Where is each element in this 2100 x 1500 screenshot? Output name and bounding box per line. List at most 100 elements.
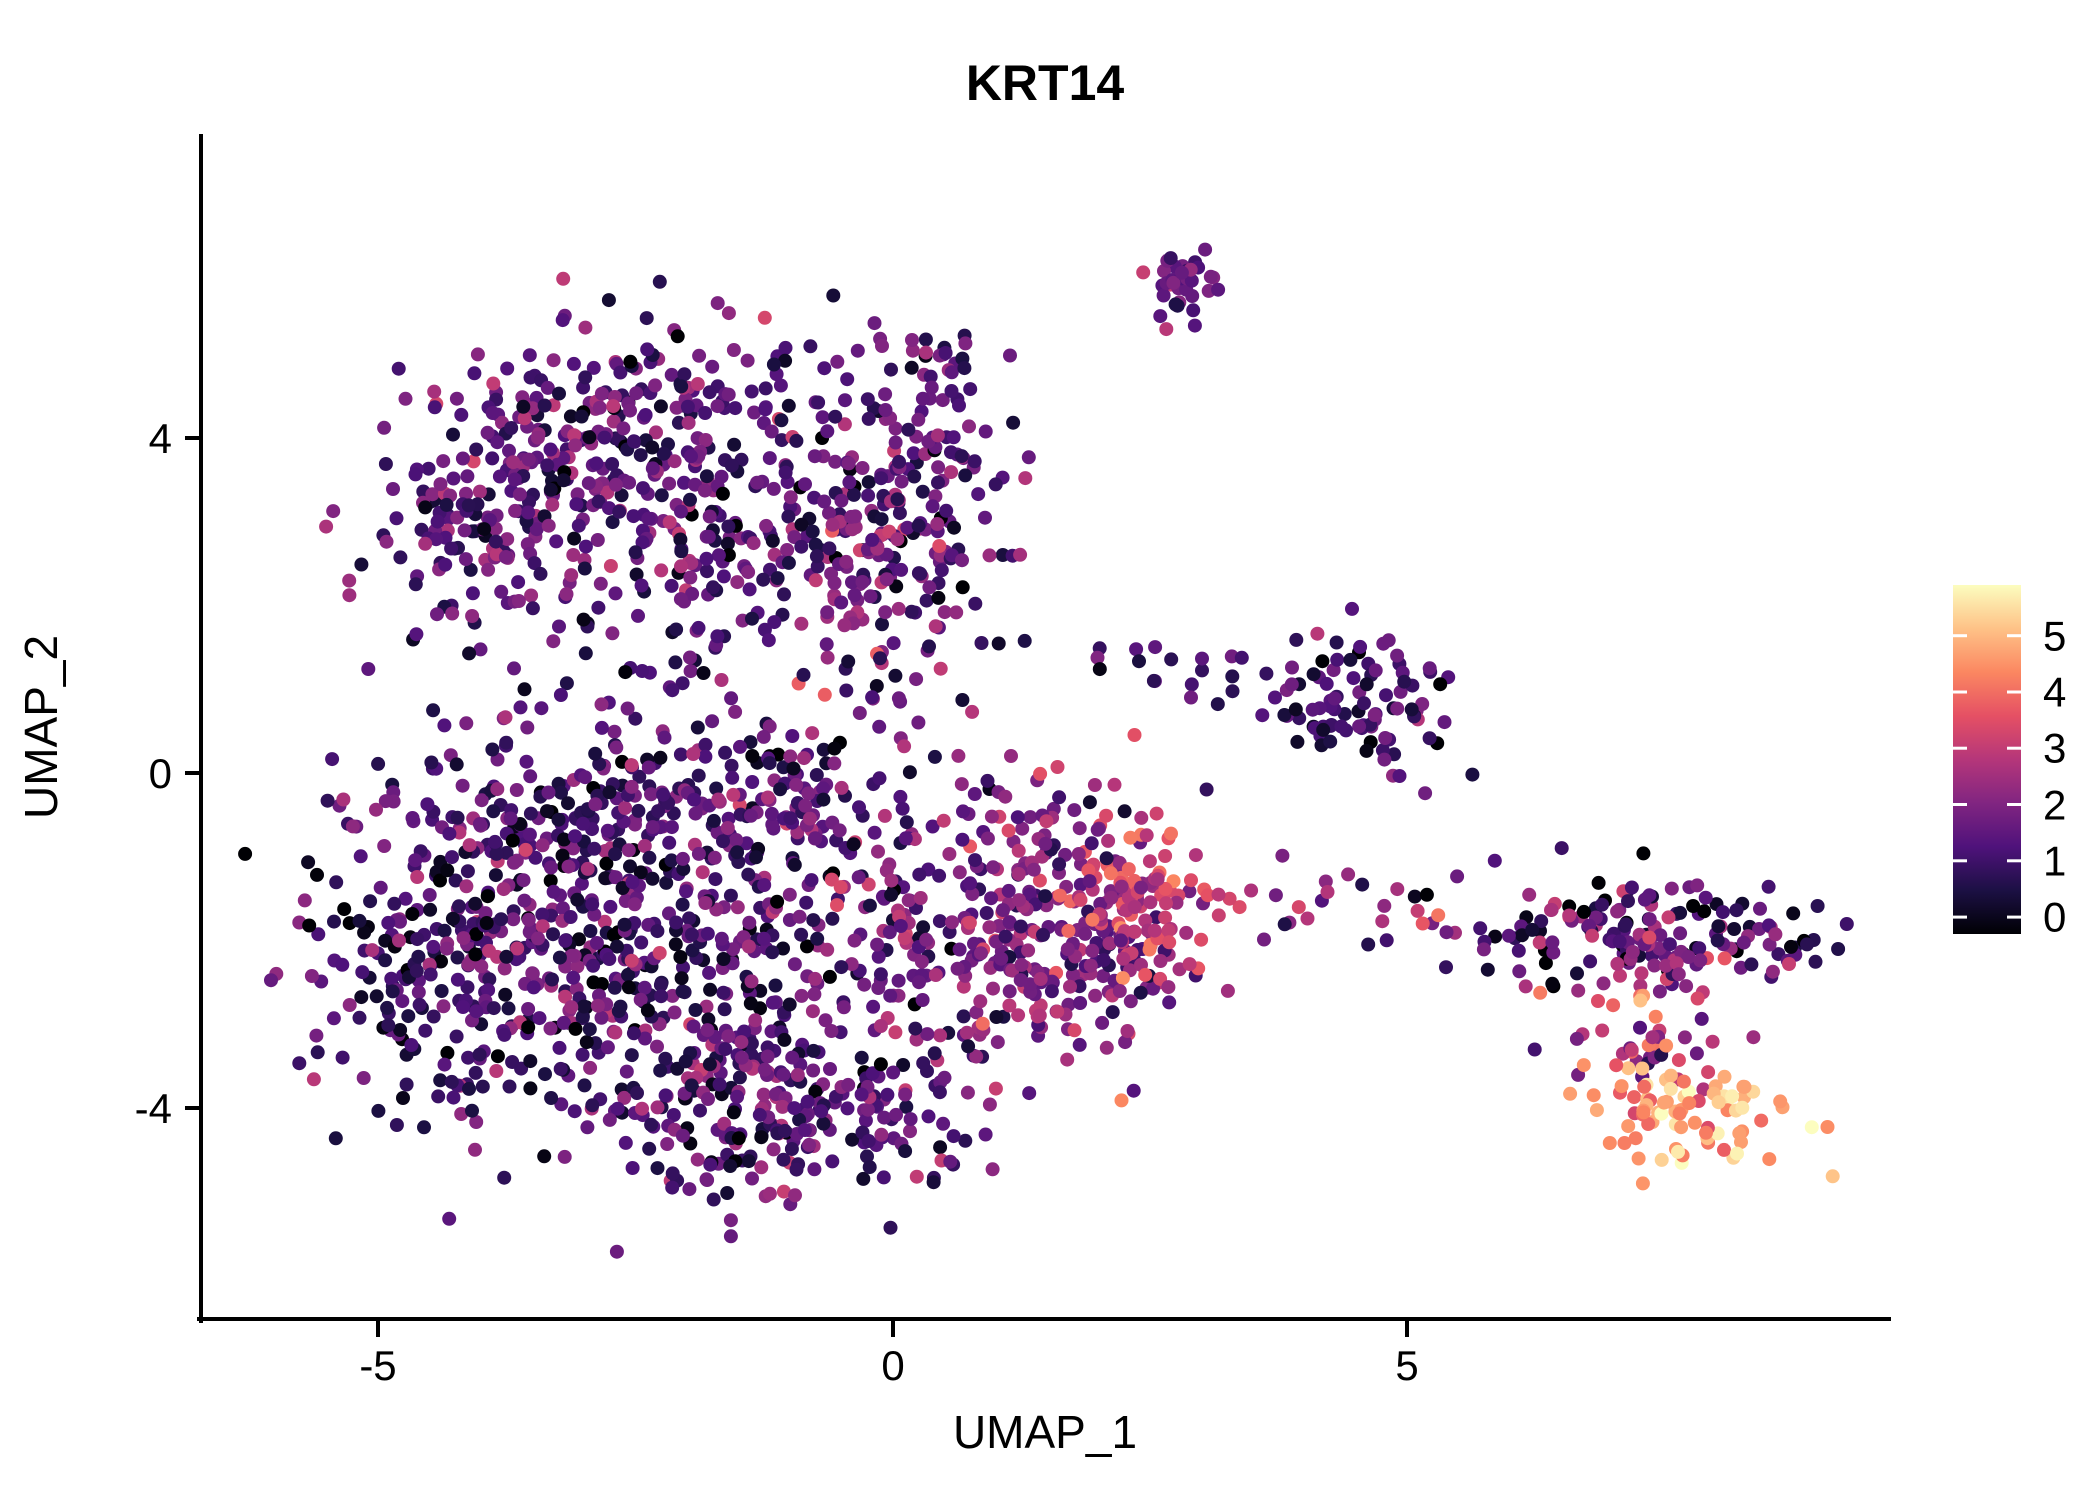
data-point bbox=[1839, 917, 1854, 931]
data-point bbox=[440, 863, 455, 878]
data-point bbox=[645, 820, 660, 835]
data-point bbox=[1306, 667, 1321, 682]
data-point bbox=[915, 484, 930, 499]
data-point bbox=[1158, 881, 1173, 896]
data-point bbox=[578, 539, 593, 554]
data-point bbox=[906, 446, 921, 461]
data-point bbox=[449, 391, 464, 406]
data-point bbox=[1473, 921, 1488, 936]
data-point bbox=[822, 541, 837, 556]
data-point bbox=[1323, 734, 1338, 749]
data-point bbox=[1289, 632, 1304, 647]
data-point bbox=[743, 996, 758, 1011]
data-point bbox=[1627, 1090, 1642, 1105]
data-point bbox=[392, 933, 406, 948]
data-point bbox=[513, 700, 528, 715]
data-point bbox=[511, 594, 526, 608]
data-point bbox=[446, 471, 461, 486]
data-point bbox=[889, 1107, 903, 1122]
data-point bbox=[310, 867, 324, 882]
data-point bbox=[1692, 941, 1707, 956]
data-point bbox=[489, 846, 504, 861]
data-point bbox=[302, 918, 317, 933]
data-point bbox=[912, 975, 926, 990]
data-point bbox=[1168, 297, 1183, 312]
data-point bbox=[545, 497, 560, 512]
data-point bbox=[601, 293, 616, 308]
data-point bbox=[706, 813, 721, 828]
data-point bbox=[701, 529, 716, 544]
data-point bbox=[801, 786, 816, 801]
data-point bbox=[724, 758, 739, 773]
data-point bbox=[1355, 877, 1370, 892]
data-point bbox=[1078, 926, 1093, 941]
data-point bbox=[1003, 348, 1017, 363]
data-point bbox=[635, 664, 650, 678]
data-point bbox=[577, 1078, 592, 1093]
data-point bbox=[508, 503, 523, 518]
data-point bbox=[884, 362, 898, 377]
data-point bbox=[932, 1085, 947, 1100]
data-point bbox=[1148, 640, 1163, 655]
data-point bbox=[1101, 833, 1116, 848]
data-point bbox=[674, 504, 688, 519]
data-point bbox=[913, 891, 928, 905]
data-point bbox=[945, 915, 959, 930]
data-point bbox=[623, 859, 637, 874]
data-point bbox=[418, 1023, 433, 1038]
data-point bbox=[481, 562, 496, 577]
data-point bbox=[1610, 956, 1625, 971]
data-point bbox=[467, 366, 482, 381]
data-point bbox=[462, 838, 477, 853]
data-point bbox=[1359, 743, 1374, 758]
data-point bbox=[1116, 951, 1131, 966]
data-point bbox=[890, 532, 905, 547]
data-point bbox=[590, 533, 605, 547]
data-point bbox=[1518, 979, 1533, 994]
data-point bbox=[469, 1004, 484, 1019]
data-point bbox=[642, 1141, 657, 1156]
data-point bbox=[378, 794, 393, 809]
data-point bbox=[1021, 450, 1036, 465]
data-point bbox=[583, 924, 598, 938]
data-point bbox=[1346, 671, 1361, 686]
data-point bbox=[1831, 942, 1846, 956]
data-point bbox=[636, 481, 650, 496]
data-point bbox=[342, 573, 357, 588]
data-point bbox=[657, 730, 672, 745]
data-point bbox=[628, 817, 642, 832]
data-point bbox=[952, 398, 966, 413]
data-point bbox=[543, 442, 558, 457]
data-point bbox=[1511, 943, 1526, 958]
data-point bbox=[1746, 1030, 1761, 1045]
data-point bbox=[570, 892, 585, 907]
data-point bbox=[1198, 242, 1213, 257]
data-point bbox=[457, 523, 472, 538]
data-point bbox=[509, 783, 524, 797]
data-point bbox=[576, 816, 590, 831]
data-point bbox=[468, 947, 483, 962]
data-point bbox=[686, 1019, 701, 1034]
data-point bbox=[585, 1098, 600, 1113]
data-point bbox=[683, 492, 697, 507]
data-point bbox=[1377, 898, 1392, 913]
data-point bbox=[774, 413, 789, 428]
data-point bbox=[480, 889, 495, 904]
data-point bbox=[505, 1055, 520, 1069]
data-point bbox=[617, 1090, 632, 1105]
data-point bbox=[860, 1102, 875, 1117]
data-point bbox=[540, 458, 555, 473]
data-point bbox=[871, 981, 886, 995]
data-point bbox=[934, 563, 949, 578]
data-point bbox=[546, 634, 561, 649]
data-point bbox=[706, 580, 720, 595]
data-point bbox=[311, 927, 326, 942]
data-point bbox=[1002, 984, 1017, 999]
data-point bbox=[469, 927, 484, 942]
data-point bbox=[459, 879, 474, 894]
data-point bbox=[450, 972, 465, 987]
data-point bbox=[1163, 251, 1178, 266]
data-point bbox=[891, 691, 906, 706]
data-point bbox=[626, 434, 641, 449]
y-tick-label: 4 bbox=[149, 415, 172, 462]
